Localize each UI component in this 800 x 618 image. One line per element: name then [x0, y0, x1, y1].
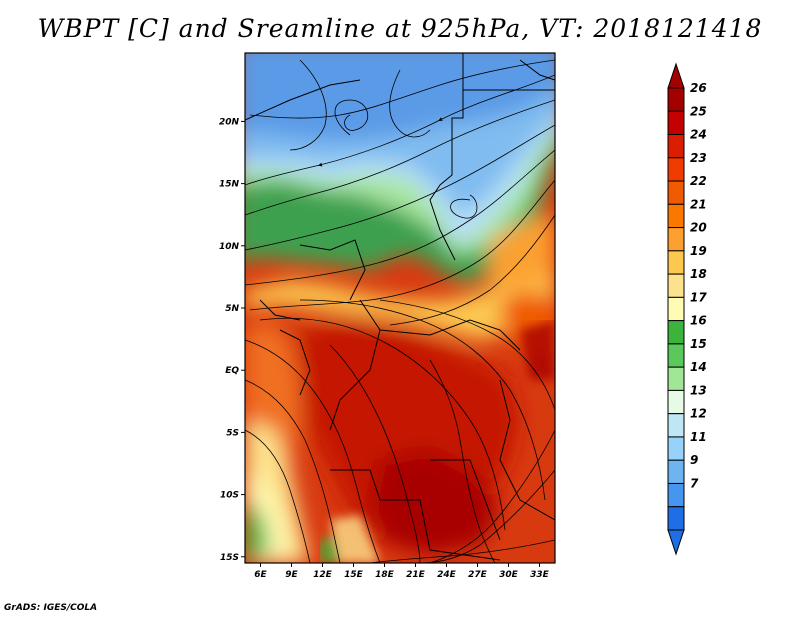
colorbar-label: 11	[690, 430, 707, 444]
colorbar-swatch	[667, 110, 685, 136]
lat-tick-label: EQ	[225, 366, 239, 376]
lat-tick-label: 5N	[225, 304, 239, 314]
chart-title: WBPT [C] and Sreamline at 925hPa, VT: 20…	[37, 14, 763, 43]
colorbar-label: 12	[690, 407, 707, 421]
country-borders	[245, 53, 555, 561]
lat-tick-label: 15N	[219, 180, 240, 190]
colorbar-swatch	[667, 366, 685, 391]
colorbar-swatch	[667, 250, 685, 275]
colorbar: 26 25 24 23 22 21 20 19 18 17 16 15 14 13 12 11 9 7	[667, 62, 707, 556]
colorbar-label: 23	[690, 151, 707, 165]
colorbar-swatch	[667, 436, 685, 461]
colorbar-swatch	[667, 203, 685, 229]
colorbar-label: 13	[690, 383, 707, 397]
lat-tick-label: 10N	[219, 242, 240, 252]
colorbar-label: 9	[690, 453, 698, 467]
wbpt-field	[245, 53, 555, 563]
lat-tick-label: 15S	[220, 553, 239, 563]
colorbar-label: 17	[690, 290, 707, 304]
colorbar-bottom-arrow	[667, 529, 685, 556]
colorbar-label: 19	[690, 244, 707, 258]
colorbar-swatch	[667, 87, 685, 112]
latitude-axis: 20N 15N 10N 5N EQ 5S 10S 15S	[219, 117, 245, 563]
colorbar-swatch	[667, 134, 685, 159]
colorbar-swatch	[667, 180, 685, 205]
colorbar-label: 24	[690, 128, 707, 142]
colorbar-swatch	[667, 389, 685, 415]
lon-tick-label: 33E	[530, 570, 550, 580]
colorbar-label: 21	[690, 197, 707, 211]
footer-credit: GrADS: IGES/COLA	[4, 603, 98, 613]
lon-tick-label: 24E	[437, 570, 457, 580]
lat-tick-label: 10S	[220, 491, 239, 501]
lon-tick-label: 12E	[313, 570, 333, 580]
colorbar-label: 14	[690, 360, 707, 374]
colorbar-swatch	[667, 413, 685, 438]
colorbar-label: 7	[690, 476, 699, 490]
colorbar-swatch	[667, 157, 685, 182]
lon-tick-label: 15E	[344, 570, 364, 580]
lon-tick-label: 27E	[468, 570, 488, 580]
longitude-axis: 6E 9E 12E 15E 18E 21E 24E 27E 30E 33E	[254, 563, 550, 580]
colorbar-label: 15	[690, 337, 707, 351]
colorbar-swatch	[667, 273, 685, 298]
lon-tick-label: 18E	[375, 570, 395, 580]
colorbar-label: 25	[690, 104, 707, 118]
colorbar-swatch	[667, 343, 685, 368]
lon-tick-label: 30E	[499, 570, 519, 580]
colorbar-label: 20	[690, 221, 707, 235]
lon-tick-label: 9E	[285, 570, 298, 580]
colorbar-label: 16	[690, 314, 707, 328]
lon-tick-label: 6E	[254, 570, 267, 580]
colorbar-swatch	[667, 482, 685, 508]
lat-tick-label: 5S	[226, 428, 239, 438]
streamlines	[245, 59, 555, 563]
colorbar-top-arrow	[667, 62, 685, 89]
colorbar-swatch	[667, 296, 685, 322]
colorbar-label: 22	[690, 174, 707, 188]
colorbar-swatch	[667, 506, 685, 531]
colorbar-swatch	[667, 227, 685, 252]
lon-tick-label: 21E	[406, 570, 426, 580]
colorbar-label: 18	[690, 267, 707, 281]
colorbar-label: 26	[690, 81, 707, 95]
colorbar-swatch	[667, 459, 685, 484]
colorbar-swatch	[667, 320, 685, 345]
lat-tick-label: 20N	[219, 117, 240, 127]
